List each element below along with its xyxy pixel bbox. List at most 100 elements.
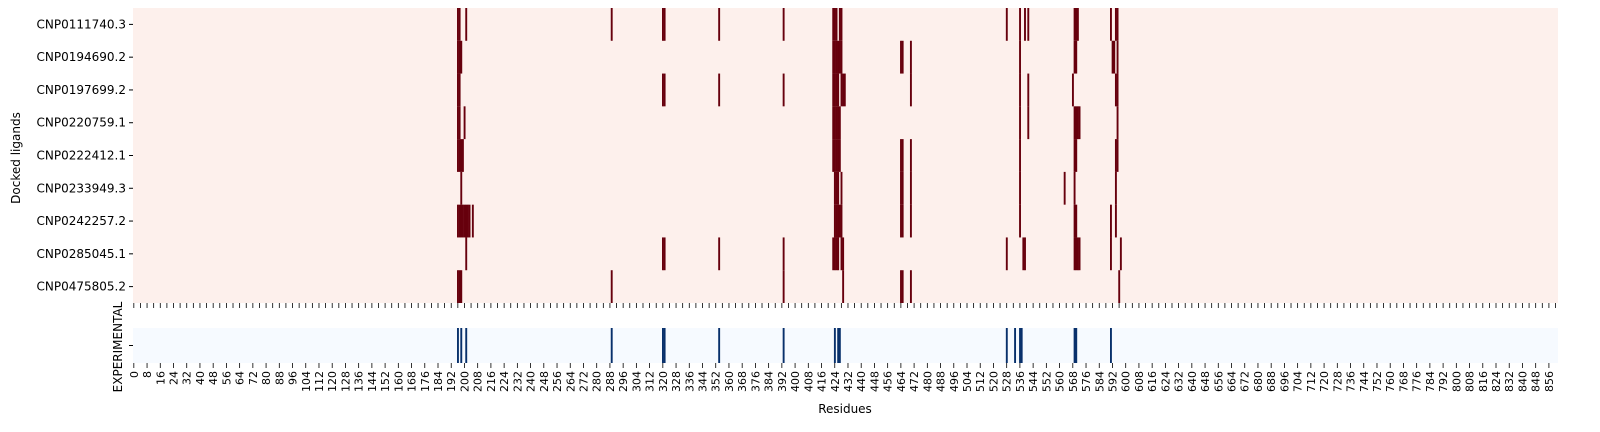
row-tick-label: CNP0197699.2	[37, 83, 126, 97]
heatmap-cell	[662, 237, 664, 271]
heatmap-cell	[909, 73, 912, 107]
heatmap-cell	[832, 237, 835, 271]
x-tick-label: 752	[1371, 371, 1384, 392]
heatmap-cell	[1027, 8, 1030, 41]
heatmap-cell	[833, 73, 836, 107]
heatmap-cell	[901, 270, 904, 303]
x-tick-label: 400	[789, 371, 802, 392]
x-tick-label: 432	[842, 371, 855, 392]
heatmap-cell	[663, 73, 666, 107]
heatmap-cell	[457, 328, 459, 363]
y-axis-label: Docked ligands	[9, 112, 23, 204]
heatmap-cell	[463, 204, 466, 238]
heatmap-cell	[1019, 328, 1021, 363]
heatmap-cell	[1110, 328, 1112, 363]
heatmap-cell	[835, 73, 838, 107]
x-tick-label: 496	[948, 371, 961, 392]
heatmap-cell	[782, 8, 785, 41]
x-tick-label: 568	[1067, 371, 1080, 392]
x-tick-label: 0	[128, 371, 141, 378]
heatmap-cell	[663, 237, 666, 271]
heatmap-cell	[1019, 204, 1021, 238]
heatmap-cell	[1078, 106, 1081, 140]
heatmap-cell	[838, 328, 841, 363]
heatmap-cell	[457, 139, 459, 172]
row-tick-label: CNP0242257.2	[37, 214, 126, 228]
x-tick-label: 224	[498, 371, 511, 392]
heatmap-cell	[837, 328, 840, 363]
x-tick-label: 80	[260, 371, 273, 385]
heatmap-cell	[1110, 237, 1112, 271]
x-tick-label: 136	[353, 371, 366, 392]
heatmap-cell	[1005, 8, 1008, 41]
heatmap-cell	[901, 204, 904, 238]
row-tick-label: CNP0475805.2	[37, 280, 126, 294]
heatmap-cell	[1114, 139, 1117, 172]
x-tick-label: 48	[207, 371, 220, 385]
heatmap-cell	[610, 270, 613, 303]
heatmap-cell	[1019, 40, 1021, 74]
row-tick-label: CNP0194690.2	[37, 50, 126, 64]
x-tick-label: 624	[1159, 371, 1172, 392]
x-tick-label: 648	[1199, 371, 1212, 392]
x-tick-label: 640	[1186, 371, 1199, 392]
heatmap-cell	[835, 139, 838, 172]
heatmap-cell	[832, 73, 835, 107]
heatmap-cell	[838, 40, 841, 74]
x-tick-label: 56	[220, 371, 233, 385]
x-tick-label: 848	[1530, 371, 1543, 392]
x-tick-label: 240	[525, 371, 538, 392]
x-tick-label: 112	[313, 371, 326, 392]
heatmap-cell	[835, 204, 838, 238]
row-tick-label: CNP0111740.3	[37, 17, 126, 31]
heatmap-cell	[457, 8, 459, 41]
x-tick-label: 64	[234, 371, 247, 385]
heatmap-cell	[468, 204, 471, 238]
heatmap-cell	[1075, 40, 1078, 74]
x-tick-label: 840	[1516, 371, 1529, 392]
heatmap-cell	[900, 40, 902, 74]
heatmap-cell	[457, 106, 459, 140]
x-tick-label: 616	[1146, 371, 1159, 392]
row-tick-label: CNP0285045.1	[37, 247, 126, 261]
heatmap-cell	[1076, 237, 1079, 271]
x-tick-label: 24	[168, 371, 181, 385]
heatmap-cell	[838, 139, 841, 172]
heatmap-cell	[1073, 328, 1076, 363]
heatmap-cell	[909, 139, 912, 172]
heatmap-cell	[1116, 73, 1119, 107]
heatmap-cell	[1019, 73, 1021, 107]
x-axis-label: Residues	[818, 402, 872, 416]
heatmap-cell	[1075, 139, 1078, 172]
x-tick-label: 208	[472, 371, 485, 392]
x-tick-label: 504	[961, 371, 974, 392]
x-tick-label: 760	[1384, 371, 1397, 392]
x-tick-label: 600	[1120, 371, 1133, 392]
heatmap-cell	[465, 8, 468, 41]
heatmap-cell	[465, 328, 468, 363]
heatmap-cell	[458, 40, 461, 74]
x-tick-label: 144	[366, 371, 379, 392]
x-tick-label: 256	[551, 371, 564, 392]
heatmap-cell	[1116, 139, 1119, 172]
x-tick-label: 632	[1173, 371, 1186, 392]
heatmap-cell	[663, 328, 666, 363]
heatmap-cell	[1024, 8, 1026, 41]
x-tick-label: 560	[1054, 371, 1067, 392]
heatmap-cell	[833, 8, 836, 41]
row-tick-label: CNP0222412.1	[37, 149, 126, 163]
heatmap-cell	[782, 237, 785, 271]
heatmap-cell	[901, 40, 904, 74]
heatmap-cell	[909, 270, 912, 303]
heatmap-background	[133, 328, 1558, 363]
heatmap-cell	[901, 171, 904, 205]
heatmap-cell	[1005, 237, 1008, 271]
x-tick-label: 792	[1437, 371, 1450, 392]
x-tick-label: 8	[141, 371, 154, 378]
heatmap-cell	[843, 73, 846, 107]
x-tick-label: 272	[577, 371, 590, 392]
row-tick-label: CNP0220759.1	[37, 116, 126, 130]
x-tick-label: 72	[247, 371, 260, 385]
heatmap-cell	[460, 40, 463, 74]
